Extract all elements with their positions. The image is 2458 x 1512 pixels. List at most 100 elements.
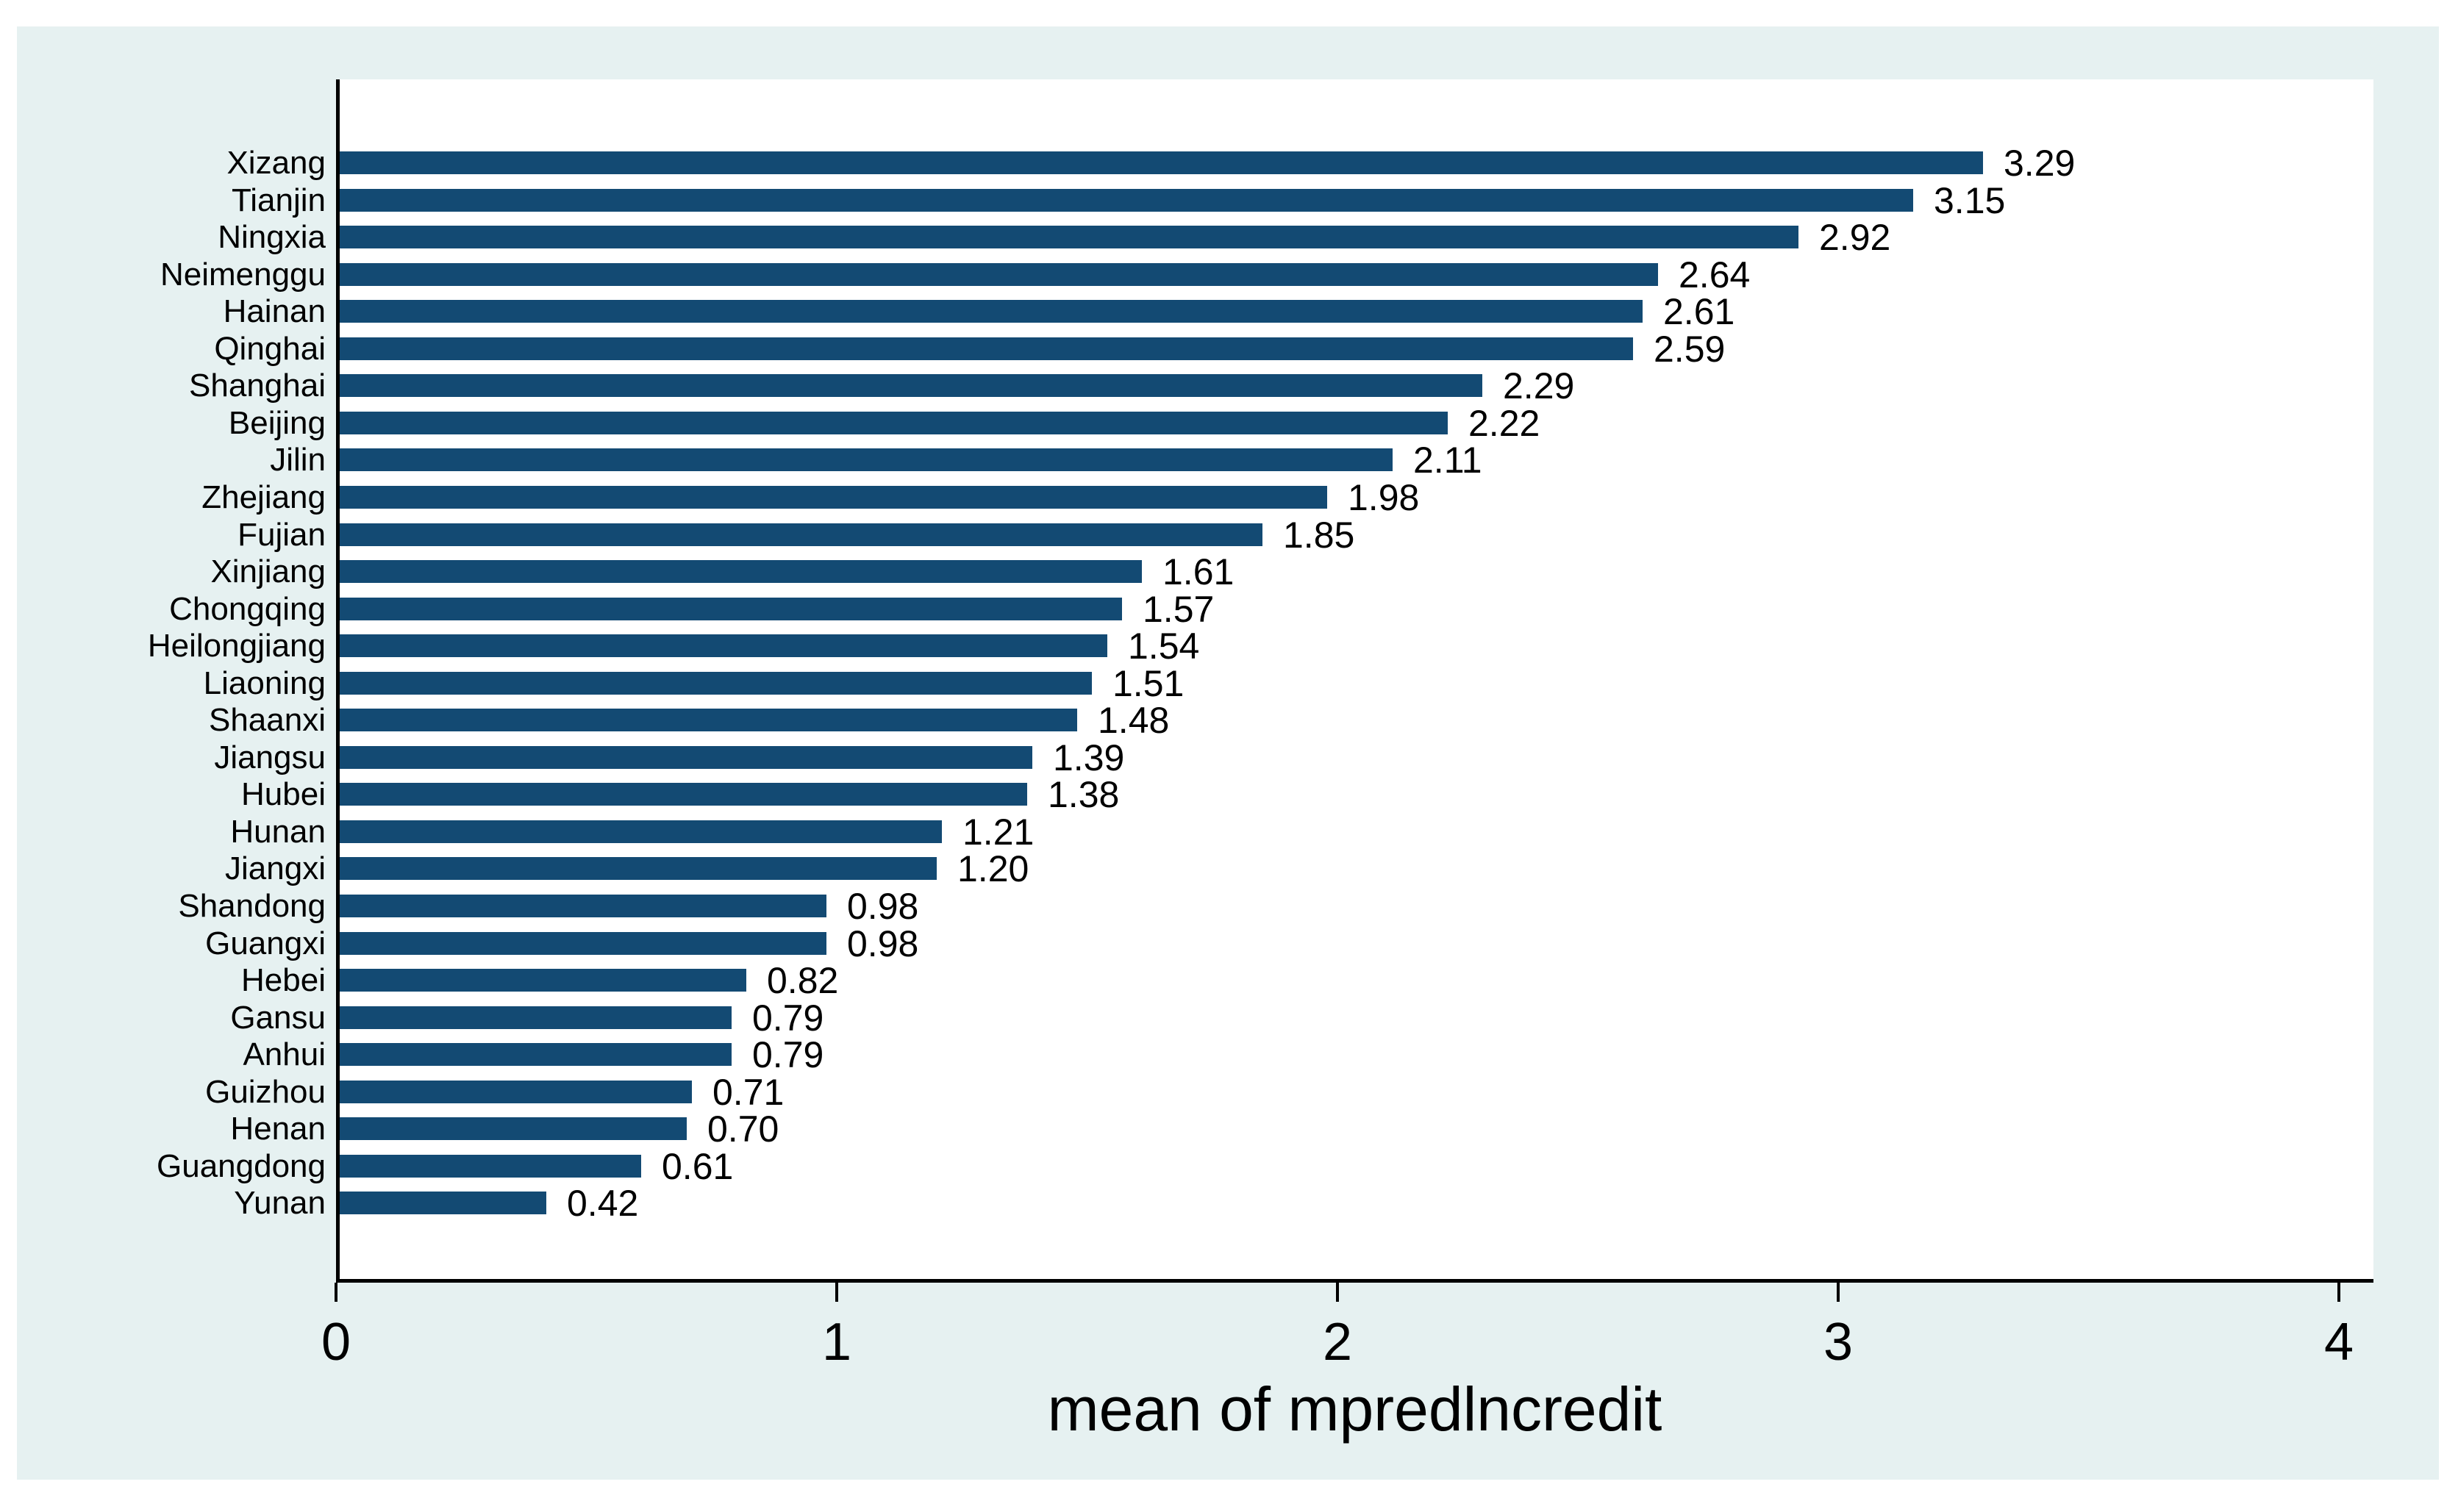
category-label: Liaoning [203, 664, 326, 701]
bar [340, 374, 1482, 397]
category-label: Henan [230, 1110, 326, 1147]
bar-value-label: 2.64 [1679, 254, 1751, 295]
bar [340, 1043, 732, 1066]
chart-canvas: Xizang Tianjin Ningxia Neimenggu Hainan Qingh… [17, 26, 2439, 1480]
bar [340, 1117, 687, 1140]
bar [340, 560, 1142, 583]
category-label: Jiangsu [214, 739, 326, 775]
category-label: Neimenggu [160, 256, 326, 293]
category-label: Guangdong [157, 1147, 326, 1184]
bar-value-label: 0.79 [752, 1033, 824, 1075]
bar-value-label: 1.39 [1053, 737, 1125, 778]
category-label: Shanghai [189, 367, 326, 404]
bar-value-label: 3.29 [2004, 142, 2076, 184]
bar [340, 634, 1107, 657]
bar [340, 709, 1077, 731]
category-label: Guangxi [205, 925, 326, 961]
category-label: Heilongjiang [147, 627, 326, 664]
category-label: Zhejiang [201, 479, 326, 515]
bar-value-label: 0.42 [567, 1182, 639, 1224]
category-label: Jilin [270, 441, 326, 478]
bar-value-label: 2.22 [1468, 402, 1540, 444]
bar [340, 1006, 732, 1029]
bar-value-label: 1.48 [1098, 699, 1170, 741]
bar-value-label: 1.38 [1048, 773, 1120, 815]
bar [340, 337, 1633, 360]
bar-value-label: 3.15 [1934, 179, 2006, 221]
x-tick-label: 1 [821, 1313, 852, 1372]
bar-value-label: 0.71 [712, 1071, 785, 1113]
bar-value-label: 1.54 [1128, 625, 1200, 667]
bar-value-label: 2.61 [1663, 290, 1735, 332]
bar [340, 189, 1913, 212]
bar [340, 226, 1798, 248]
x-tick-mark [1837, 1283, 1840, 1302]
bar-value-label: 1.20 [957, 848, 1029, 889]
x-tick-mark [835, 1283, 838, 1302]
bar [340, 151, 1983, 174]
x-tick-label: 0 [321, 1313, 351, 1372]
bar-value-label: 0.79 [752, 997, 824, 1039]
category-label: Xizang [226, 144, 326, 181]
category-label: Chongqing [169, 590, 326, 627]
bar-value-label: 1.57 [1143, 588, 1215, 630]
category-label: Anhui [243, 1036, 326, 1072]
category-label: Hebei [241, 961, 326, 998]
x-tick-mark [335, 1283, 337, 1302]
category-label: Gansu [230, 999, 326, 1036]
category-label: Ningxia [218, 218, 326, 255]
bar-value-label: 2.29 [1503, 365, 1575, 406]
bar [340, 820, 942, 843]
category-label: Hainan [223, 293, 326, 329]
category-label: Fujian [237, 516, 326, 553]
bar [340, 1155, 641, 1178]
bar [340, 746, 1032, 769]
bar [340, 969, 746, 992]
category-label: Qinghai [214, 330, 326, 367]
category-label: Hunan [230, 813, 326, 850]
category-label: Shandong [178, 887, 326, 924]
x-tick-mark [1336, 1283, 1339, 1302]
bar [340, 598, 1122, 620]
bar [340, 523, 1262, 546]
bar-value-label: 0.98 [847, 885, 919, 927]
bar [340, 857, 937, 880]
x-tick-label: 4 [2323, 1313, 2354, 1372]
bar-value-label: 1.98 [1348, 476, 1420, 518]
category-label: Jiangxi [225, 850, 326, 886]
bar [340, 263, 1658, 286]
category-label: Tianjin [232, 182, 326, 218]
bar [340, 932, 826, 955]
bar-value-label: 1.51 [1112, 662, 1185, 704]
x-tick-mark [2337, 1283, 2340, 1302]
bar [340, 300, 1643, 323]
bar [340, 1192, 546, 1214]
bar-value-label: 2.59 [1654, 328, 1726, 370]
x-tick-label: 2 [1322, 1313, 1353, 1372]
category-label: Guizhou [205, 1073, 326, 1110]
bar-value-label: 0.98 [847, 922, 919, 964]
bar-value-label: 2.92 [1819, 216, 1891, 258]
category-label: Yunan [234, 1184, 326, 1221]
bar-value-label: 0.61 [662, 1145, 734, 1187]
bar [340, 895, 826, 917]
bar-value-label: 1.21 [962, 811, 1035, 853]
category-label: Beijing [228, 404, 326, 441]
bar [340, 486, 1327, 509]
bar [340, 1081, 692, 1103]
bar [340, 783, 1027, 806]
bar-value-label: 2.11 [1413, 439, 1482, 481]
bar [340, 412, 1448, 434]
bar [340, 448, 1393, 471]
category-label: Shaanxi [208, 701, 326, 738]
category-label: Xinjiang [210, 553, 326, 590]
bar [340, 672, 1092, 695]
bar-value-label: 0.70 [707, 1108, 779, 1150]
bar-value-label: 1.85 [1283, 514, 1355, 556]
x-axis-title: mean of mpredlncredit [1047, 1375, 1662, 1444]
x-tick-label: 3 [1823, 1313, 1854, 1372]
bar-value-label: 1.61 [1162, 551, 1235, 592]
category-label: Hubei [241, 775, 326, 812]
bar-value-label: 0.82 [767, 959, 839, 1001]
